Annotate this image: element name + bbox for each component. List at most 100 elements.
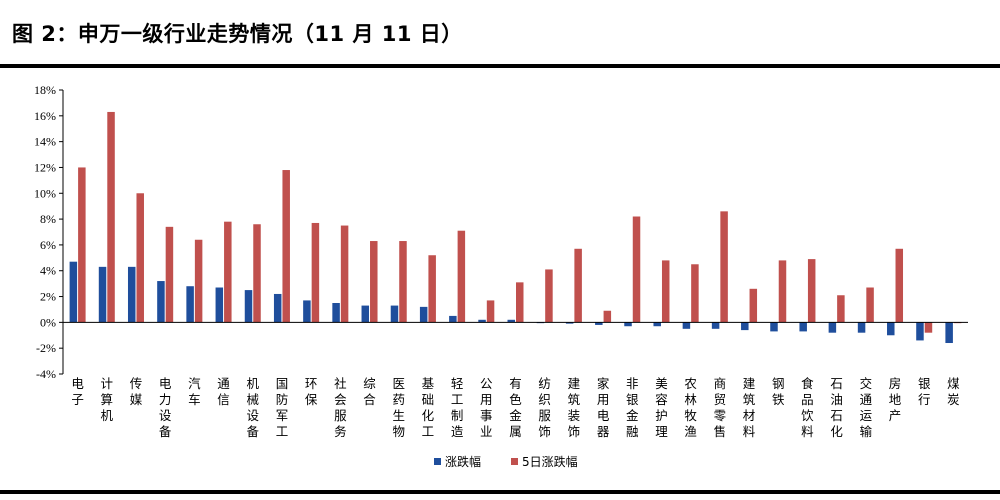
bar-5day-8: [311, 222, 320, 323]
category-label: 非银金融: [626, 376, 639, 439]
bar-5day-2: [136, 193, 144, 323]
category-label: 银行: [918, 376, 931, 407]
category-label: 国防军工: [276, 376, 289, 439]
bar-5day-28: [895, 248, 904, 323]
category-label: 医药生物: [392, 376, 405, 439]
bar-5day-3: [165, 226, 174, 323]
bar-daily-26: [828, 322, 837, 333]
page-title: 图 2：申万一级行业走势情况（11 月 11 日）: [12, 22, 463, 46]
category-label: 石油石化: [830, 376, 843, 439]
category-label: 轻工制造: [451, 376, 464, 439]
top-rule: [0, 64, 1000, 68]
legend-label-2: 5日涨跌幅: [522, 454, 578, 469]
bar-5day-20: [661, 260, 670, 323]
bar-5day-18: [603, 310, 612, 323]
bar-5day-9: [340, 225, 349, 323]
bar-daily-8: [303, 300, 311, 323]
category-label: 电子: [71, 376, 84, 407]
bar-5day-19: [632, 216, 641, 323]
bar-5day-13: [457, 230, 466, 323]
bar-5day-17: [574, 248, 582, 323]
bar-daily-27: [857, 322, 866, 333]
y-tick-label: 8%: [40, 212, 56, 226]
bar-5day-10: [370, 241, 378, 323]
category-label: 通信: [217, 376, 230, 407]
bar-5day-0: [78, 167, 86, 323]
category-label: 家用电器: [597, 376, 610, 439]
category-label: 环保: [305, 376, 318, 407]
category-label: 钢铁: [772, 376, 785, 407]
y-tick-label: 6%: [40, 238, 56, 252]
bar-daily-20: [653, 322, 661, 327]
bar-daily-12: [419, 306, 428, 323]
bar-chart: -4% -2% 0% 2% 4% 6% 8% 10% 12% 14% 16% 18% 电子 计算机 传媒电…: [34, 83, 968, 469]
bar-daily-19: [624, 322, 632, 327]
bar-daily-2: [127, 266, 136, 323]
bar-daily-3: [157, 281, 165, 323]
bar-daily-17: [565, 322, 574, 324]
category-label: 汽车: [188, 376, 201, 407]
bar-5day-16: [545, 269, 553, 323]
category-label: 农林牧渔: [684, 376, 697, 439]
category-label: 有色金属: [509, 376, 522, 439]
bar-5day-22: [720, 211, 728, 323]
bar-daily-30: [945, 322, 953, 344]
bar-daily-24: [770, 322, 778, 332]
legend-label-1: 涨跌幅: [445, 454, 481, 469]
category-label: 美容护理: [655, 376, 668, 439]
legend-swatch-1: [434, 458, 441, 465]
bar-5day-24: [778, 260, 787, 323]
bar-5day-6: [253, 224, 261, 323]
bar-daily-11: [390, 305, 399, 323]
bar-daily-0: [69, 261, 78, 323]
bar-5day-12: [428, 255, 436, 323]
bar-daily-13: [449, 315, 457, 323]
y-tick-label: 10%: [34, 186, 56, 200]
category-label: 纺织服饰: [538, 376, 551, 439]
category-label: 商贸零售: [714, 376, 727, 439]
bar-daily-23: [741, 322, 749, 331]
bar-5day-5: [224, 221, 232, 323]
bar-daily-18: [595, 322, 603, 325]
y-tick-label: 4%: [40, 264, 56, 278]
bar-daily-21: [682, 322, 691, 329]
category-label: 公用事业: [480, 376, 493, 439]
legend: 涨跌幅 5日涨跌幅: [434, 454, 578, 469]
y-tick-label: 14%: [34, 135, 56, 149]
category-label: 建筑材料: [743, 376, 756, 439]
y-tick-label: 12%: [34, 160, 56, 174]
bar-5day-11: [399, 241, 407, 323]
y-tick-label: -2%: [36, 341, 56, 355]
category-label: 综合: [363, 376, 376, 407]
category-label: 机械设备: [247, 376, 260, 439]
bar-daily-25: [799, 322, 807, 332]
bar-5day-4: [194, 239, 203, 323]
bar-daily-6: [244, 290, 253, 323]
bar-daily-22: [711, 322, 720, 329]
bottom-rule: [0, 490, 1000, 494]
category-label: 食品饮料: [801, 376, 814, 439]
bar-daily-14: [478, 319, 486, 323]
category-label: 计算机: [101, 376, 114, 423]
bar-daily-5: [215, 287, 224, 323]
bar-daily-29: [916, 322, 924, 341]
category-label: 基础化工: [422, 376, 435, 439]
y-axis: -4% -2% 0% 2% 4% 6% 8% 10% 12% 14% 16% 18%: [34, 83, 64, 381]
bar-5day-14: [486, 300, 495, 323]
bar-5day-26: [837, 295, 845, 323]
category-label: 电力设备: [159, 376, 172, 439]
y-tick-label: 18%: [34, 83, 56, 97]
bar-5day-25: [807, 259, 816, 323]
category-label: 房地产: [889, 376, 902, 423]
bar-5day-23: [749, 288, 758, 323]
bar-daily-28: [887, 322, 895, 336]
bar-daily-10: [361, 305, 370, 323]
bar-daily-1: [98, 266, 107, 323]
y-tick-label: 2%: [40, 290, 56, 304]
bar-5day-7: [282, 170, 290, 323]
y-tick-label: 0%: [40, 315, 56, 329]
category-label: 社会服务: [334, 376, 347, 439]
category-label: 煤炭: [947, 376, 960, 407]
category-label: 交通运输: [860, 376, 873, 439]
bar-5day-27: [866, 287, 874, 323]
